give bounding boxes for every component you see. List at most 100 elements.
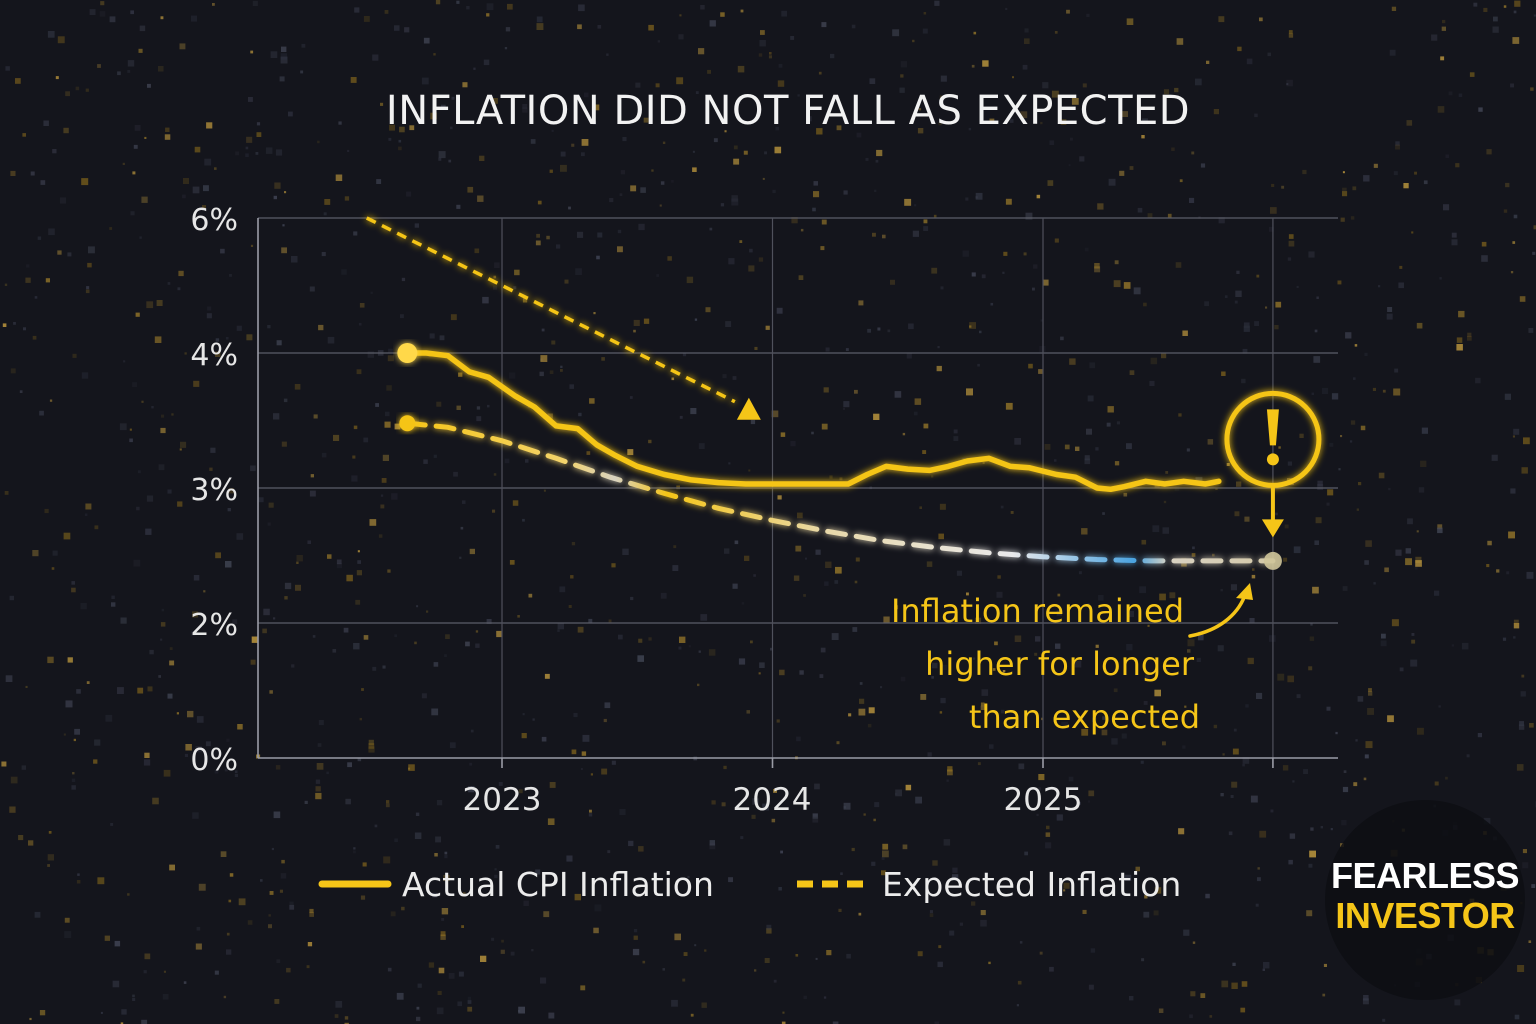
curved-arrow-icon (1188, 590, 1248, 638)
bg-speck (399, 126, 405, 133)
bg-speck (64, 931, 72, 939)
bg-speck (341, 269, 347, 275)
bg-speck (1097, 203, 1104, 210)
bg-speck (21, 765, 26, 770)
bg-speck (141, 196, 148, 203)
bg-speck (310, 474, 314, 478)
bg-speck (1316, 296, 1319, 299)
bg-speck (890, 279, 895, 285)
bg-speck (1288, 859, 1293, 865)
bg-speck (1391, 6, 1397, 11)
bg-speck (667, 256, 672, 261)
bg-speck (581, 152, 585, 157)
bg-speck (286, 967, 291, 973)
bg-speck (1478, 107, 1483, 112)
bg-speck (85, 503, 92, 510)
bg-speck (161, 414, 165, 418)
bg-speck (1251, 574, 1256, 579)
bg-speck (398, 139, 402, 143)
bg-speck (245, 153, 249, 157)
bg-speck (1418, 487, 1425, 493)
bg-speck (1040, 319, 1043, 322)
bg-speck (1182, 330, 1188, 336)
bg-speck (1187, 649, 1191, 653)
bg-speck (283, 398, 288, 403)
bg-speck (206, 122, 213, 129)
bg-speck (1367, 708, 1374, 715)
bg-speck (423, 459, 428, 464)
bg-speck (874, 189, 877, 192)
bg-speck (250, 50, 254, 54)
bg-speck (1106, 422, 1111, 427)
bg-speck (1326, 706, 1331, 711)
bg-speck (590, 773, 593, 776)
bg-speck (929, 913, 934, 917)
bg-speck (152, 797, 159, 805)
bg-speck (384, 421, 391, 428)
bg-speck (805, 557, 807, 560)
bg-speck (934, 1021, 940, 1024)
bg-speck (1215, 487, 1218, 490)
bg-speck (1364, 754, 1369, 759)
bg-speck (423, 37, 430, 44)
bg-speck (1350, 420, 1356, 425)
trend-arrow (365, 216, 736, 404)
bg-speck (1017, 980, 1022, 985)
bg-speck (1206, 60, 1210, 64)
bg-speck (969, 322, 976, 329)
bg-speck (578, 4, 585, 12)
bg-speck (952, 867, 958, 873)
bg-speck (228, 899, 232, 903)
curved-arrow-head (1236, 583, 1253, 600)
bg-speck (1140, 760, 1144, 764)
bg-speck (1060, 119, 1067, 125)
bg-speck (26, 264, 30, 268)
bg-speck (132, 994, 135, 998)
bg-speck (1378, 285, 1381, 288)
bg-speck (1342, 171, 1345, 174)
bg-speck (894, 605, 899, 610)
bg-speck (1378, 472, 1385, 479)
bg-speck (1451, 644, 1454, 647)
bg-speck (179, 43, 186, 50)
bg-speck (1257, 867, 1260, 870)
bg-speck (687, 875, 690, 878)
bg-speck (881, 857, 885, 860)
bg-speck (256, 132, 262, 137)
bg-speck (546, 235, 550, 240)
bg-speck (1068, 776, 1074, 782)
bg-speck (1232, 962, 1236, 966)
bg-speck (820, 246, 825, 251)
bg-speck (288, 111, 293, 117)
bg-speck (627, 449, 634, 456)
bg-speck (55, 76, 59, 80)
bg-speck (980, 910, 986, 916)
bg-speck (1395, 549, 1402, 556)
bg-speck (44, 508, 49, 514)
bg-speck (1407, 518, 1413, 525)
bg-speck (476, 406, 481, 410)
legend-label-expected: Expected Inflation (882, 865, 1181, 904)
bg-speck (415, 812, 420, 816)
bg-speck (1189, 197, 1195, 203)
bg-speck (462, 892, 466, 895)
bg-speck (1270, 809, 1274, 813)
bg-speck (1363, 995, 1369, 1001)
bg-speck (177, 501, 183, 507)
bg-speck (1068, 164, 1071, 167)
bg-speck (824, 581, 829, 586)
bg-speck (372, 666, 377, 671)
bg-speck (1184, 705, 1187, 708)
bg-speck (203, 185, 209, 192)
bg-speck (707, 69, 711, 74)
bg-speck (1387, 307, 1393, 312)
bg-speck (1416, 322, 1423, 329)
bg-speck (918, 108, 922, 111)
bg-speck (1135, 866, 1140, 872)
bg-speck (263, 608, 270, 616)
bg-speck (1074, 660, 1082, 668)
bg-speck (643, 117, 649, 123)
bg-speck (1486, 564, 1490, 568)
bg-speck (1381, 633, 1386, 639)
bg-speck (105, 714, 113, 722)
